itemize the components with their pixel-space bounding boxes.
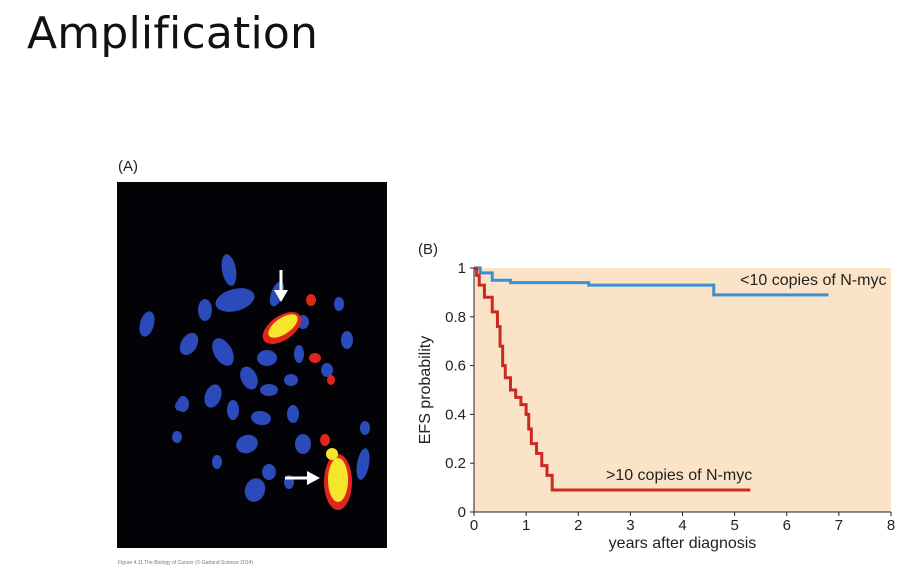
y-tick-label: 0.4 xyxy=(445,406,466,423)
series-line-low-copies xyxy=(474,266,829,297)
x-tick-label: 2 xyxy=(574,517,582,534)
x-tick-label: 4 xyxy=(678,517,686,534)
x-tick-label: 5 xyxy=(730,517,738,534)
panel-b-label: (B) xyxy=(418,241,438,258)
x-tick-label: 8 xyxy=(887,517,895,534)
y-tick-label: 0 xyxy=(458,504,466,521)
efs-chart: (B) 0 0.2 0.4 0.6 0.8 1 0 1 2 3 4 5 6 7 8 years after… xyxy=(410,232,910,562)
series-line-high-copies xyxy=(474,266,751,492)
x-tick-label: 3 xyxy=(626,517,634,534)
figure-caption: Figure 4.11 The Biology of Cancer (© Gar… xyxy=(118,560,253,566)
efs-chart-svg: (B) 0 0.2 0.4 0.6 0.8 1 0 1 2 3 4 5 6 7 8 years after… xyxy=(417,241,895,552)
series-label-low-copies: <10 copies of N-myc xyxy=(740,272,886,289)
series-label-high-copies: >10 copies of N-myc xyxy=(606,467,752,484)
x-tick-label: 6 xyxy=(783,517,791,534)
y-tick-label: 0.2 xyxy=(445,455,466,472)
y-axis-label: EFS probability xyxy=(417,336,434,445)
plot-area xyxy=(474,268,891,512)
y-tick-label: 1 xyxy=(458,260,466,277)
fish-micrograph-image xyxy=(139,254,370,510)
fish-micrograph xyxy=(117,182,387,548)
x-tick-label: 1 xyxy=(522,517,530,534)
x-tick-label: 7 xyxy=(835,517,843,534)
x-axis-label: years after diagnosis xyxy=(609,535,757,552)
x-tick-label: 0 xyxy=(470,517,478,534)
y-tick-label: 0.6 xyxy=(445,358,466,375)
y-tick-label: 0.8 xyxy=(445,309,466,326)
panel-a-label: (A) xyxy=(118,158,138,175)
slide-title: Amplification xyxy=(27,8,319,59)
